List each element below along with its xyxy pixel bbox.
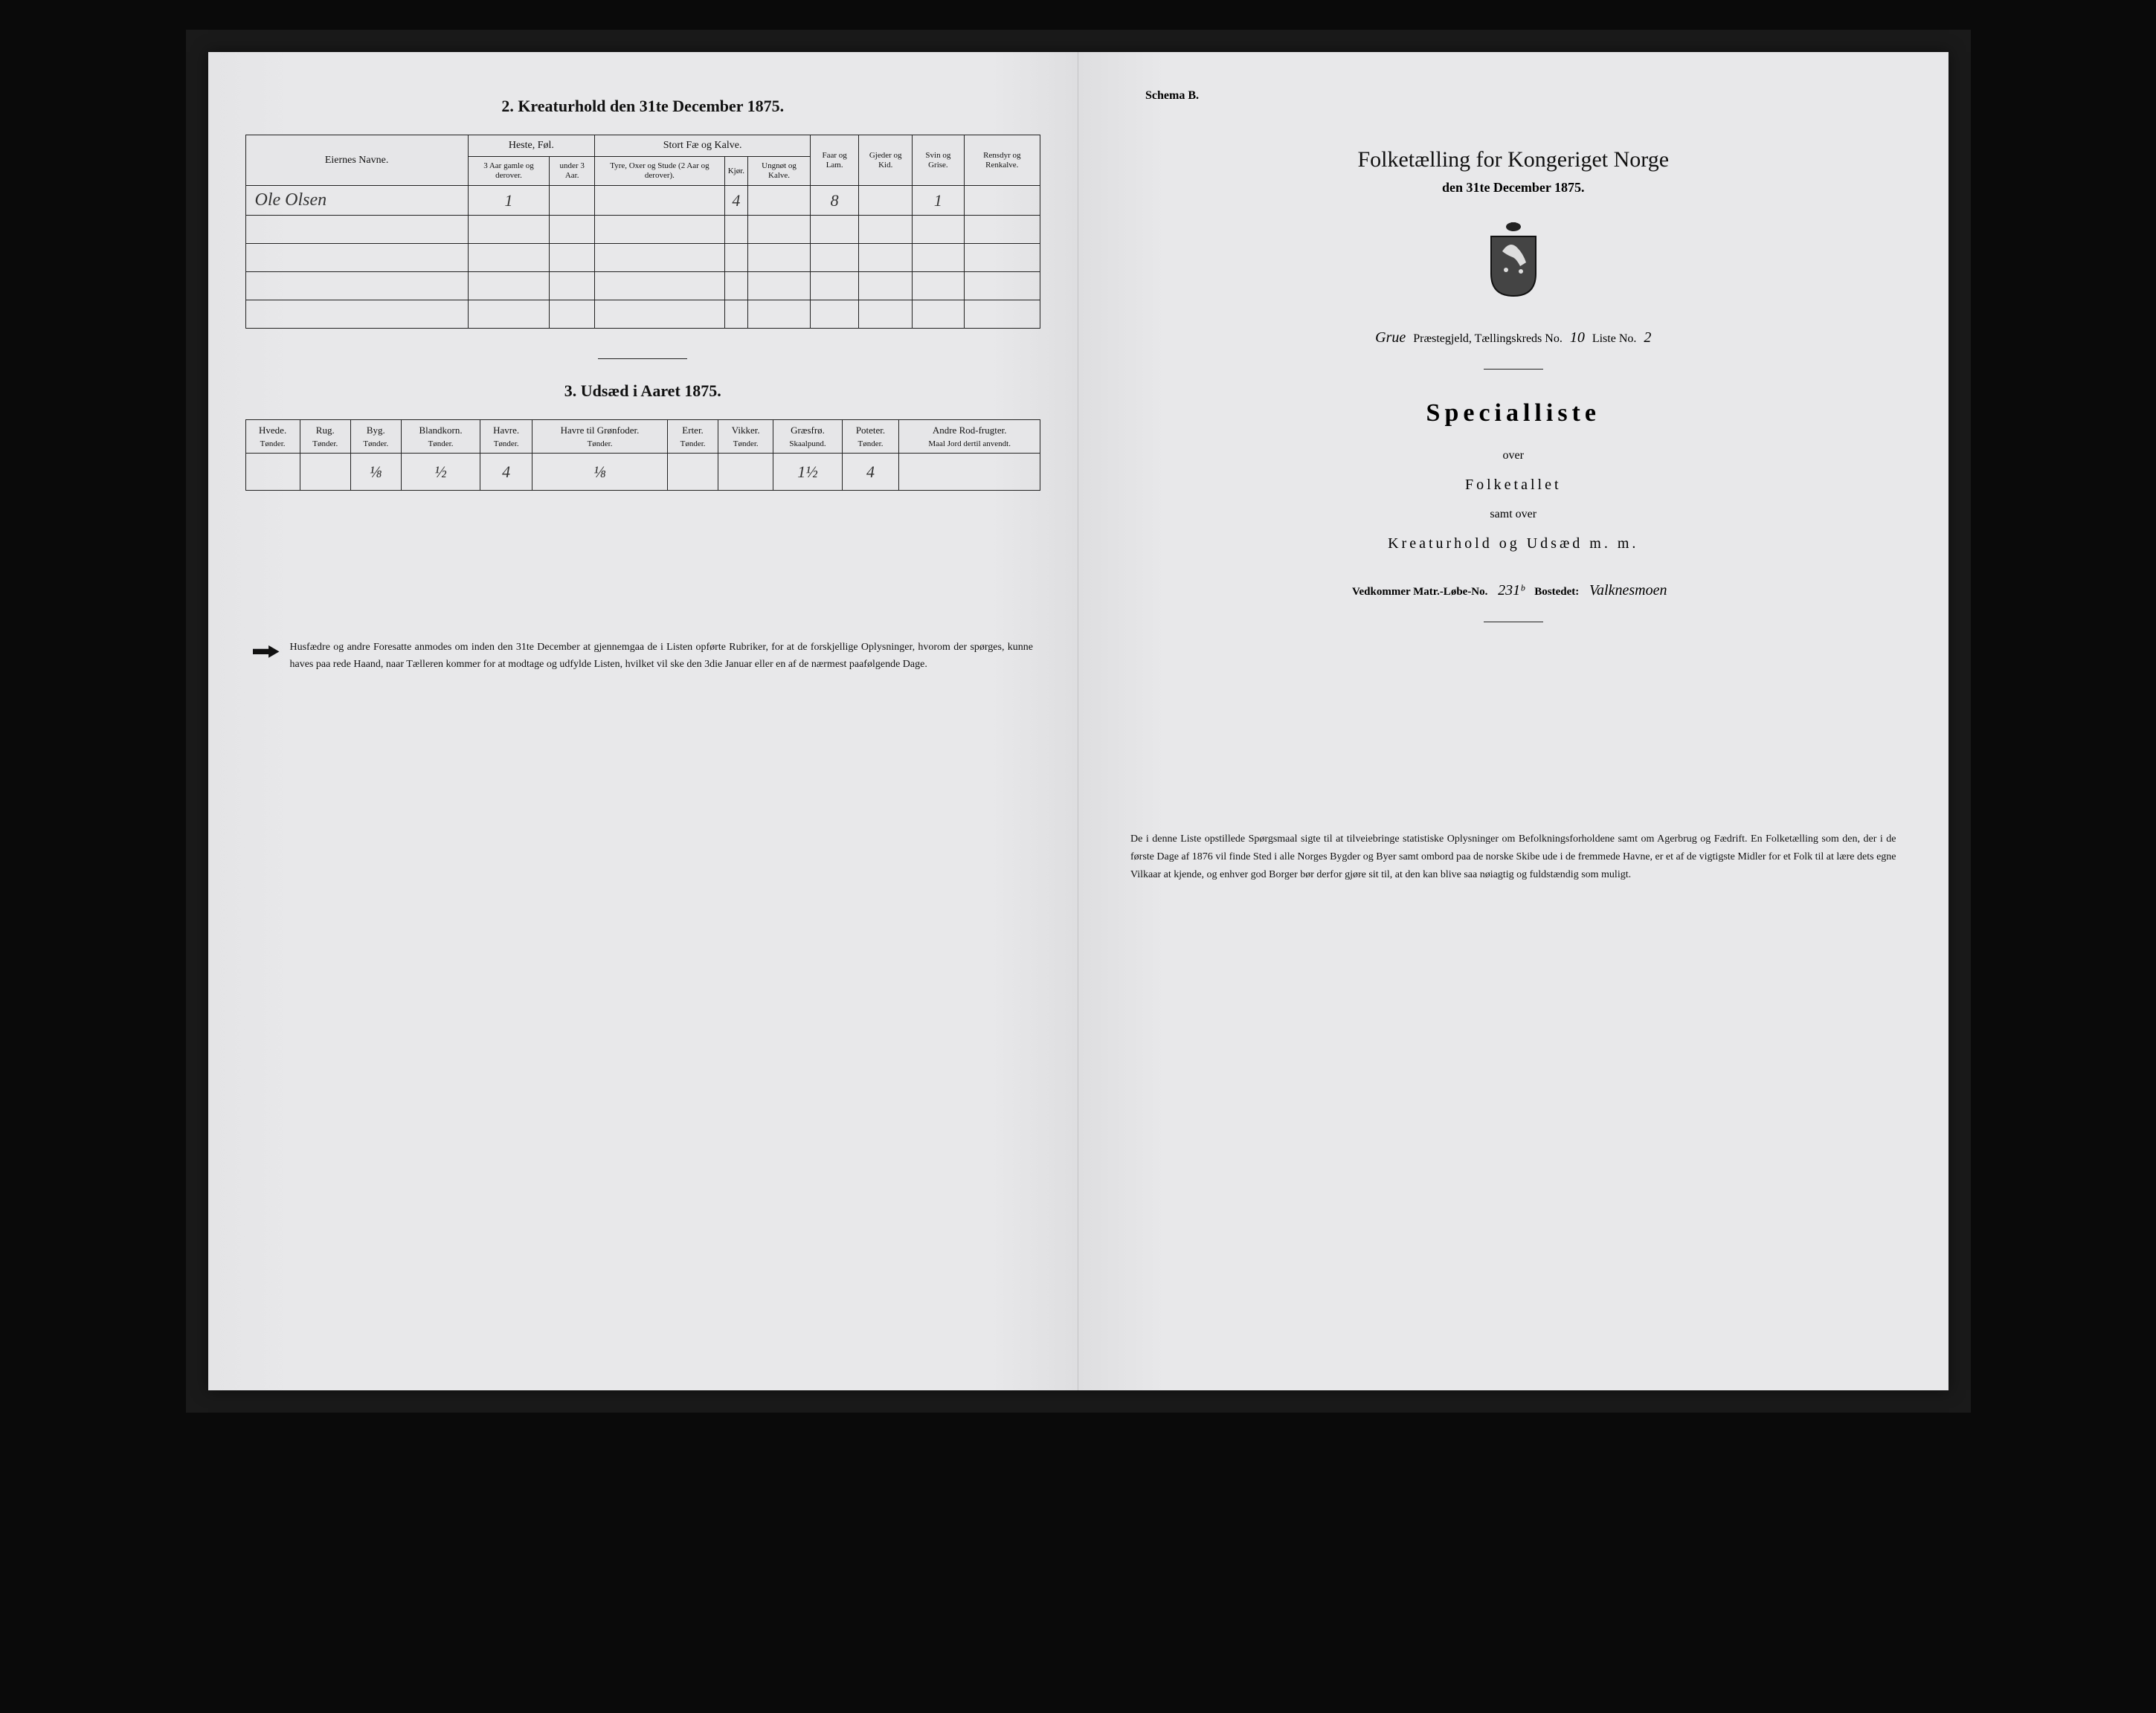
cell [595, 186, 725, 216]
matr-label: Vedkommer Matr.-Løbe-No. [1352, 586, 1490, 598]
cell: ⅛ [350, 454, 401, 491]
cell: ⅛ [532, 454, 668, 491]
schema-label: Schema B. [1145, 89, 1911, 103]
over-block: over Folketallet samt over Kreaturhold o… [1116, 442, 1911, 560]
col-svin: Svin og Grise. [913, 135, 964, 186]
col-name: Eiernes Navne. [245, 135, 468, 186]
cell: 4 [724, 186, 747, 216]
cell [748, 186, 811, 216]
col-header: Havre.Tønder. [480, 420, 532, 454]
cell [300, 454, 350, 491]
col-header: Erter.Tønder. [668, 420, 718, 454]
col-header: Poteter.Tønder. [842, 420, 899, 454]
cell [859, 186, 913, 216]
folketallet: Folketallet [1116, 468, 1911, 501]
divider [1484, 369, 1543, 370]
right-page: Schema B. Folketælling for Kongeriget No… [1078, 52, 1949, 1390]
divider [598, 358, 687, 359]
col-header: Andre Rod-frugter.Maal Jord dertil anven… [899, 420, 1040, 454]
col-heste2: under 3 Aar. [550, 157, 595, 186]
left-page: 2. Kreaturhold den 31te December 1875. E… [208, 52, 1079, 1390]
table-row: Ole Olsen 1 4 8 1 [245, 186, 1040, 216]
section2-title: 2. Kreaturhold den 31te December 1875. [245, 97, 1041, 116]
table-row [245, 272, 1040, 300]
specialliste-heading: Specialliste [1116, 399, 1911, 428]
col-faar: Faar og Lam. [811, 135, 859, 186]
kreds-no: 10 [1565, 329, 1589, 346]
col-heste1: 3 Aar gamle og derover. [468, 157, 550, 186]
liste-label: Liste No. [1589, 332, 1640, 345]
coat-of-arms-icon [1480, 218, 1547, 300]
col-stort3: Ungnøt og Kalve. [748, 157, 811, 186]
table-row [245, 300, 1040, 329]
cell: ½ [401, 454, 480, 491]
col-header: Havre til Grønfoder.Tønder. [532, 420, 668, 454]
col-header: Græsfrø.Skaalpund. [773, 420, 842, 454]
pointing-hand-icon [253, 642, 280, 660]
matr-line: Vedkommer Matr.-Løbe-No. 231ᵇ Bostedet: … [1116, 582, 1911, 599]
kreaturhold-text: Kreaturhold og Udsæd m. m. [1116, 527, 1911, 560]
cell: 1 [913, 186, 964, 216]
cell [550, 186, 595, 216]
col-header: Hvede.Tønder. [245, 420, 300, 454]
scan-background: 2. Kreaturhold den 31te December 1875. E… [186, 30, 1971, 1413]
cell: 8 [811, 186, 859, 216]
col-header: Blandkorn.Tønder. [401, 420, 480, 454]
footnote-block: Husfædre og andre Foresatte anmodes om i… [245, 639, 1041, 673]
over-text: over [1116, 442, 1911, 468]
col-header: Vikker.Tønder. [718, 420, 773, 454]
matr-no: 231ᵇ [1490, 582, 1531, 599]
bosted-name: Valknesmoen [1582, 582, 1674, 599]
cell [718, 454, 773, 491]
cell [964, 186, 1040, 216]
cell: 4 [842, 454, 899, 491]
table-row [245, 244, 1040, 272]
cell: 4 [480, 454, 532, 491]
colgroup-heste: Heste, Føl. [468, 135, 594, 157]
cell [245, 454, 300, 491]
col-header: Rug.Tønder. [300, 420, 350, 454]
bottom-paragraph: De i denne Liste opstillede Spørgsmaal s… [1116, 830, 1911, 883]
col-rensdyr: Rensdyr og Renkalve. [964, 135, 1040, 186]
cell: 1 [468, 186, 550, 216]
table-row [245, 216, 1040, 244]
col-stort2: Kjør. [724, 157, 747, 186]
colgroup-stort: Stort Fæ og Kalve. [595, 135, 811, 157]
document-paper: 2. Kreaturhold den 31te December 1875. E… [208, 52, 1949, 1390]
cell [899, 454, 1040, 491]
footnote-text: Husfædre og andre Foresatte anmodes om i… [290, 639, 1034, 673]
col-stort1: Tyre, Oxer og Stude (2 Aar og derover). [595, 157, 725, 186]
bosted-label: Bostedet: [1532, 586, 1583, 598]
liste-no: 2 [1639, 329, 1655, 346]
parish-label: Præstegjeld, Tællingskreds No. [1410, 332, 1565, 345]
table-kreaturhold: Eiernes Navne. Heste, Føl. Stort Fæ og K… [245, 135, 1041, 329]
section3-title: 3. Udsæd i Aaret 1875. [245, 381, 1041, 401]
table-row: ⅛½4⅛1½4 [245, 454, 1040, 491]
cell: 1½ [773, 454, 842, 491]
subtitle: den 31te December 1875. [1116, 180, 1911, 196]
main-title: Folketælling for Kongeriget Norge [1116, 147, 1911, 172]
owner-name: Ole Olsen [245, 186, 468, 216]
over-text: samt over [1116, 501, 1911, 527]
table-udsaed: Hvede.Tønder.Rug.Tønder.Byg.Tønder.Bland… [245, 419, 1041, 491]
parish-name: Grue [1371, 329, 1410, 346]
col-gjeder: Gjeder og Kid. [859, 135, 913, 186]
cell [668, 454, 718, 491]
parish-line: Grue Præstegjeld, Tællingskreds No. 10 L… [1116, 329, 1911, 346]
col-header: Byg.Tønder. [350, 420, 401, 454]
